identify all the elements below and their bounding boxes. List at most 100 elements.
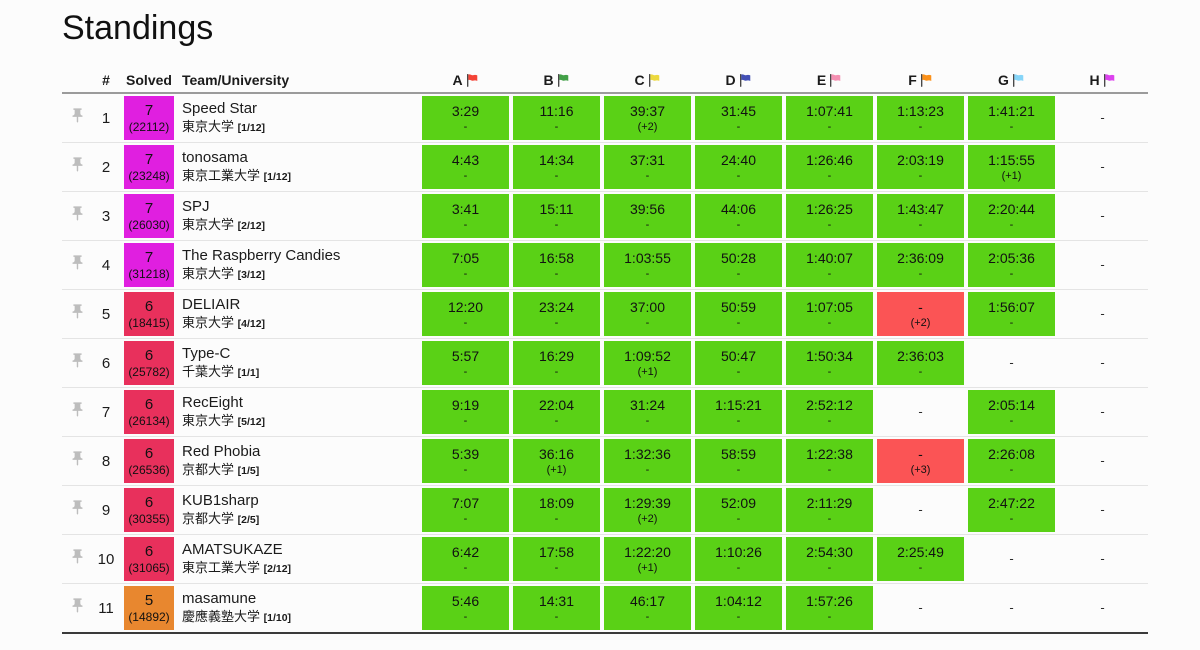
solve-time: 16:29: [538, 348, 575, 364]
problem-column-header-D: D: [693, 72, 784, 88]
score-cell-D: 31:45 -: [693, 96, 784, 140]
no-submission-dash: -: [918, 502, 923, 517]
attempt-info: -: [918, 121, 923, 133]
pin-icon: [72, 598, 82, 613]
attempt-info: -: [827, 317, 832, 329]
attempt-info: -: [827, 562, 832, 574]
attempt-info: -: [736, 219, 741, 231]
pin-icon: [72, 402, 82, 417]
accepted-box: 5:57 -: [422, 341, 509, 385]
pin-team-button[interactable]: [69, 597, 86, 614]
score-cell-D: 50:47 -: [693, 341, 784, 385]
pin-team-button[interactable]: [69, 107, 86, 124]
pin-team-button[interactable]: [69, 499, 86, 516]
score-cell-F: -: [875, 501, 966, 519]
score-cell-D: 58:59 -: [693, 439, 784, 483]
pin-cell: [62, 254, 92, 276]
attempt-info: -: [645, 268, 650, 280]
solve-time: 9:19: [451, 397, 480, 413]
problem-letter: G: [998, 72, 1009, 88]
score-cell-D: 52:09 -: [693, 488, 784, 532]
standings-row: 1 7 (22112) Speed Star 東京大学 [1/12] 3:29-11:16…: [62, 94, 1148, 143]
team-name: masamune: [182, 590, 257, 607]
solve-time: 2:11:29: [806, 495, 853, 511]
rank-value: 1: [101, 109, 111, 127]
score-cell-A: 7:05 -: [420, 243, 511, 287]
solve-time: 37:31: [629, 152, 666, 168]
solve-time: 6:42: [451, 544, 480, 560]
solve-time: 1:15:55: [988, 152, 1035, 168]
attempt-info: (+1): [637, 562, 658, 574]
team-name: tonosama: [182, 149, 248, 166]
standings-row: 11 5 (14892) masamune 慶應義塾大学 [1/10] 5:46-14:3…: [62, 584, 1148, 634]
attempt-info: -: [463, 366, 468, 378]
accepted-box: 3:41 -: [422, 194, 509, 238]
attempt-info: -: [554, 219, 559, 231]
score-cell-G: -: [966, 550, 1057, 568]
attempt-info: -: [1009, 415, 1014, 427]
attempt-info: (+2): [637, 121, 658, 133]
solved-count: 6: [144, 444, 154, 462]
score-cell-B: 36:16 (+1): [511, 439, 602, 483]
score-cell-F: 1:13:23 -: [875, 96, 966, 140]
pin-team-button[interactable]: [69, 303, 86, 320]
solve-time: 2:36:09: [897, 250, 944, 266]
solve-time: 58:59: [720, 446, 757, 462]
university-rank-bracket: [2/12]: [237, 220, 266, 232]
pin-team-button[interactable]: [69, 205, 86, 222]
score-cell-H: -: [1057, 207, 1148, 225]
rank-value: 10: [97, 550, 115, 568]
flag-icon: [920, 73, 932, 87]
accepted-box: 1:07:05 -: [786, 292, 873, 336]
attempt-info: -: [918, 562, 923, 574]
score-cell-B: 22:04 -: [511, 390, 602, 434]
solve-time: 1:40:07: [806, 250, 853, 266]
attempt-info: -: [463, 513, 468, 525]
pin-team-button[interactable]: [69, 352, 86, 369]
accepted-box: 1:41:21 -: [968, 96, 1055, 140]
pin-team-button[interactable]: [69, 156, 86, 173]
accepted-box: 5:39 -: [422, 439, 509, 483]
attempt-info: -: [736, 366, 741, 378]
score-cell-G: 2:26:08 -: [966, 439, 1057, 483]
problem-column-header-E: E: [784, 72, 875, 88]
team-university: 東京工業大学 [1/12]: [182, 168, 292, 183]
attempt-info: -: [463, 464, 468, 476]
score-cell-B: 18:09 -: [511, 488, 602, 532]
accepted-box: 6:42 -: [422, 537, 509, 581]
wrong-answer-box: - (+2): [877, 292, 964, 336]
accepted-box: 2:36:09 -: [877, 243, 964, 287]
solved-cell: 6 (25782): [120, 341, 178, 385]
pin-team-button[interactable]: [69, 548, 86, 565]
attempt-info: -: [827, 415, 832, 427]
problem-column-header-G: G: [966, 72, 1057, 88]
accepted-box: 14:31 -: [513, 586, 600, 630]
score-cell-B: 14:31 -: [511, 586, 602, 630]
score-cell-B: 23:24 -: [511, 292, 602, 336]
pin-team-button[interactable]: [69, 401, 86, 418]
standings-row: 2 7 (23248) tonosama 東京工業大学 [1/12] 4:43-14:34…: [62, 143, 1148, 192]
attempt-info: -: [554, 513, 559, 525]
attempt-info: -: [918, 219, 923, 231]
score-cell-F: 2:36:09 -: [875, 243, 966, 287]
attempt-info: -: [736, 121, 741, 133]
rank-value: 8: [101, 452, 111, 470]
accepted-box: 1:43:47 -: [877, 194, 964, 238]
solved-badge: 6 (26536): [124, 439, 174, 483]
flag-icon: [557, 73, 568, 87]
no-submission-dash: -: [1009, 551, 1014, 566]
accepted-box: 23:24 -: [513, 292, 600, 336]
team-university: 千葉大学 [1/1]: [182, 364, 260, 379]
attempt-info: -: [463, 268, 468, 280]
team-university: 東京工業大学 [2/12]: [182, 560, 292, 575]
pin-team-button[interactable]: [69, 254, 86, 271]
score-cell-C: 39:37 (+2): [602, 96, 693, 140]
score-cell-A: 5:57 -: [420, 341, 511, 385]
no-submission-dash: -: [1100, 502, 1105, 517]
score-cell-H: -: [1057, 550, 1148, 568]
accepted-box: 2:52:12 -: [786, 390, 873, 434]
wrong-answer-box: - (+3): [877, 439, 964, 483]
score-cell-F: - (+3): [875, 439, 966, 483]
team-name: Speed Star: [182, 100, 258, 117]
pin-team-button[interactable]: [69, 450, 86, 467]
